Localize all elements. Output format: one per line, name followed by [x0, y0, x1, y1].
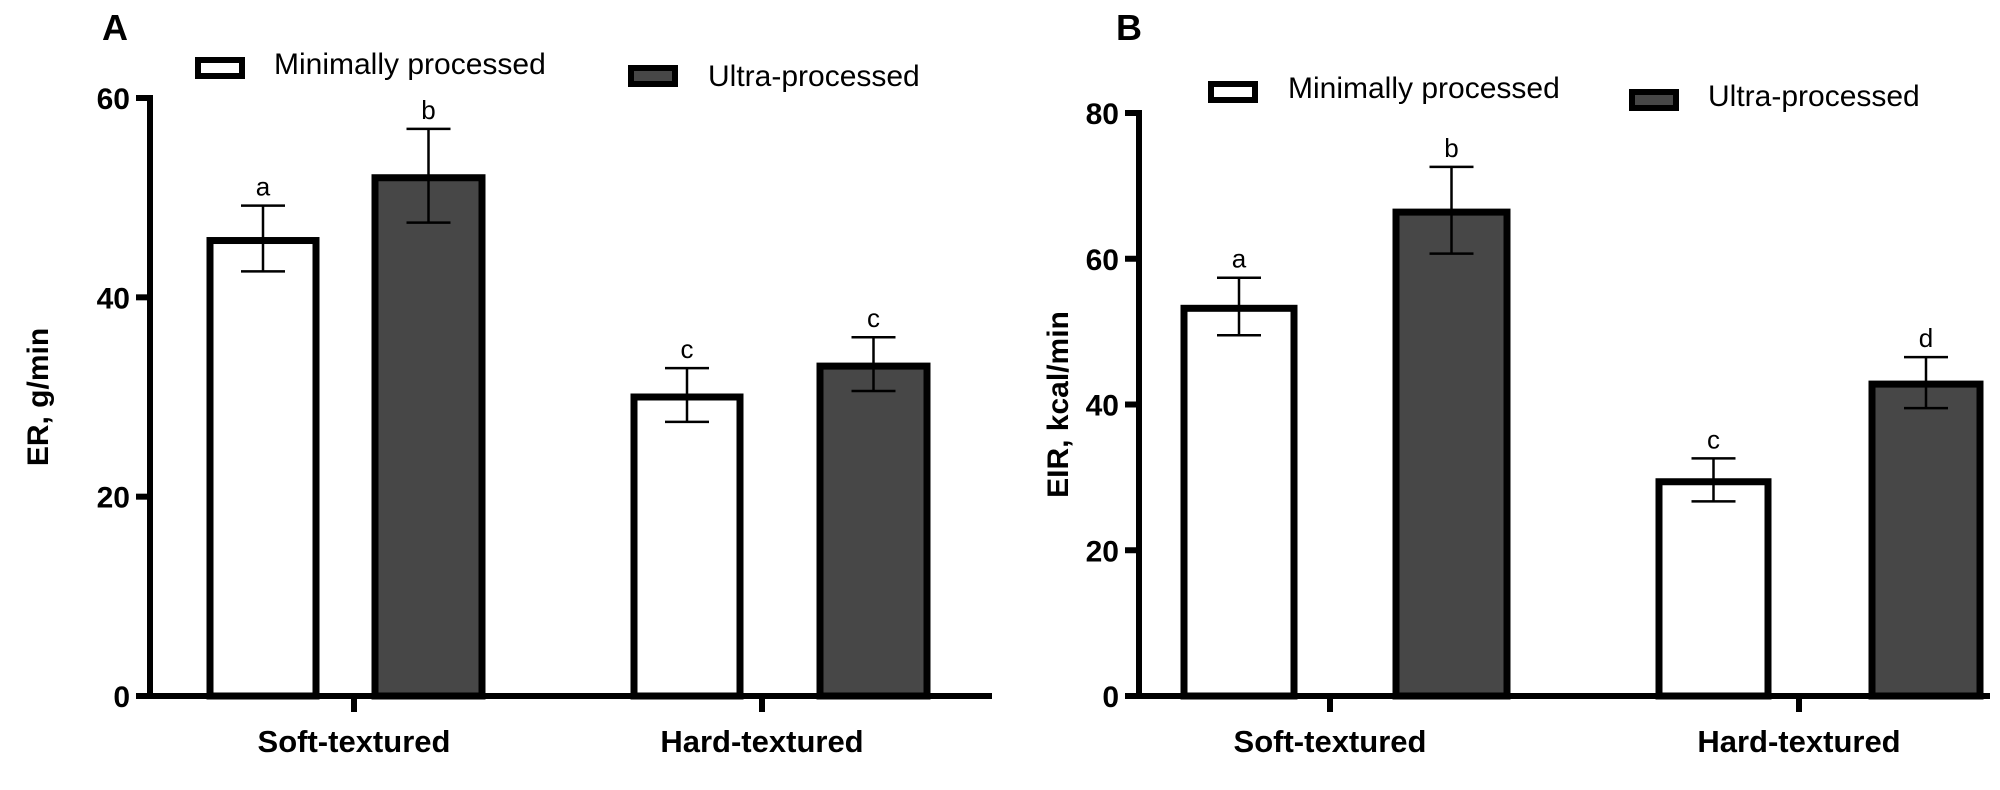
- significance-letter: b: [1444, 133, 1458, 163]
- significance-letter: d: [1919, 323, 1933, 353]
- legend-swatch-ultra: [628, 65, 678, 87]
- significance-letter: a: [256, 172, 271, 202]
- y-tick-label: 80: [1086, 98, 1119, 131]
- legend-swatch-ultra: [1629, 89, 1679, 111]
- y-tick-label: 0: [1102, 681, 1119, 714]
- x-tick-label: Soft-textured: [258, 724, 451, 759]
- panel-letter: A: [102, 7, 128, 48]
- bar-ultra-soft: [1392, 208, 1511, 700]
- y-tick-label: 20: [1086, 535, 1119, 568]
- legend-label: Minimally processed: [1288, 72, 1560, 105]
- legend-label: Ultra-processed: [708, 60, 920, 93]
- bar-ultra-soft: [371, 174, 486, 700]
- panel-letter: B: [1116, 7, 1142, 48]
- bar-minimally-soft: [1180, 304, 1298, 700]
- x-tick-label: Hard-textured: [1697, 724, 1900, 759]
- significance-letter: b: [421, 95, 435, 125]
- y-axis-label: EIR, kcal/min: [1042, 311, 1075, 498]
- y-axis-label: ER, g/min: [22, 328, 55, 466]
- panel-b: B Minimally processed Ultra-processed a b Sof…: [1042, 7, 1990, 759]
- legend-label: Minimally processed: [274, 48, 546, 81]
- y-tick-label: 40: [1086, 390, 1119, 423]
- x-tick-label: Hard-textured: [660, 724, 863, 759]
- significance-letter: c: [681, 334, 694, 364]
- y-tick-label: 60: [97, 83, 130, 116]
- y-tick-label: 60: [1086, 244, 1119, 277]
- bar-minimally-soft: [206, 237, 320, 700]
- panel-a: A Minimally processed Ultra-processed a b Sof…: [22, 7, 992, 759]
- legend-swatch-minimally: [1208, 81, 1258, 103]
- y-tick-label: 40: [97, 282, 130, 315]
- y-tick-label: 0: [113, 681, 130, 714]
- bar-ultra-hard: [1868, 380, 1984, 700]
- legend-label: Ultra-processed: [1708, 80, 1920, 113]
- significance-letter: a: [1232, 244, 1247, 274]
- bar-minimally-hard: [1655, 478, 1772, 700]
- significance-letter: c: [867, 303, 880, 333]
- bar-minimally-hard: [630, 393, 744, 700]
- significance-letter: c: [1707, 424, 1720, 454]
- bar-ultra-hard: [816, 362, 931, 700]
- legend-swatch-minimally: [195, 57, 245, 79]
- x-tick-label: Soft-textured: [1234, 724, 1427, 759]
- y-tick-label: 20: [97, 482, 130, 515]
